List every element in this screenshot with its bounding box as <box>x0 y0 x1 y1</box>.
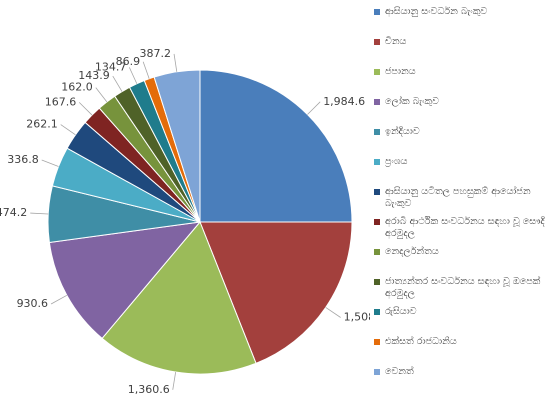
legend-swatch <box>374 189 380 195</box>
legend-swatch <box>374 69 380 75</box>
data-label: 474.2 <box>0 206 27 219</box>
data-label: 1,360.6 <box>128 383 170 396</box>
legend-swatch <box>374 309 380 315</box>
legend-swatch <box>374 99 380 105</box>
legend-swatch <box>374 159 380 165</box>
legend-label: වෙනත් <box>385 366 414 377</box>
data-label: 143.9 <box>78 69 110 82</box>
data-label: 336.8 <box>7 153 39 166</box>
legend-label: ඉන්දියාව <box>385 126 420 137</box>
legend-swatch <box>374 339 380 345</box>
legend-label: ආසියානු සංවර්ධන බැංකුව <box>385 6 488 17</box>
legend-item: ජපානය <box>374 66 554 96</box>
legend-swatch <box>374 129 380 135</box>
legend-label: රුසියාව <box>385 306 417 317</box>
legend-label: එක්සත් රාජධානිය <box>385 336 457 347</box>
data-label: 387.2 <box>140 47 172 60</box>
legend-label: ජාත්‍යන්තර සංවර්ධනය සඳහා වූ ඔපෙක් අරමුදල <box>385 276 541 299</box>
chart: 1,984.6 1,508.1 1,360.6 930.6 474.2 336.8 262.… <box>0 47 370 396</box>
data-label: 930.6 <box>17 297 49 310</box>
pie-slice <box>199 69 353 223</box>
legend-item: ලෝක බැංකුව <box>374 96 554 126</box>
legend-swatch <box>374 39 380 45</box>
legend-label: ආසියානු යටිතල පහසුකම් ආයෝජන බැංකුව <box>385 186 531 209</box>
data-label: 134.7 <box>95 60 127 73</box>
leader-line <box>172 371 177 390</box>
legend-item: නෙදර්ලන්තය <box>374 246 554 276</box>
data-label: 1,508.1 <box>344 311 370 324</box>
legend-item: ප්‍රංශය <box>374 156 554 186</box>
legend: ආසියානු සංවර්ධන බැංකුව චීනය ජපානය ලෝක බැංකු… <box>374 6 554 396</box>
legend-label: ජපානය <box>385 66 416 77</box>
data-label: 167.6 <box>45 95 77 108</box>
leader-line <box>173 53 178 72</box>
legend-item: ජාත්‍යන්තර සංවර්ධනය සඳහා වූ ඔපෙක් අරමුදල <box>374 276 554 306</box>
data-label: 162.0 <box>61 81 93 94</box>
legend-item: එක්සත් රාජධානිය <box>374 336 554 366</box>
legend-swatch <box>374 369 380 375</box>
legend-label: චීනය <box>385 36 407 47</box>
legend-swatch <box>374 219 380 225</box>
leader-line <box>307 101 321 115</box>
leader-line <box>325 307 341 318</box>
pie-slice <box>101 221 257 375</box>
leader-line <box>50 294 68 305</box>
leader-line <box>142 61 150 79</box>
legend-swatch <box>374 249 380 255</box>
legend-item: රුසියාව <box>374 306 554 336</box>
pie-slice <box>48 221 202 340</box>
leader-line <box>41 159 59 167</box>
leader-line <box>95 87 108 103</box>
data-label: 262.1 <box>26 118 58 131</box>
legend-label: ප්‍රංශය <box>385 156 408 167</box>
leader-line <box>78 102 93 116</box>
legend-item: ඉන්දියාව <box>374 126 554 156</box>
leader-line <box>128 67 138 84</box>
leader-line <box>60 124 76 136</box>
pie-slice <box>153 69 201 223</box>
data-label: 86.9 <box>116 55 141 68</box>
legend-swatch <box>374 9 380 15</box>
leader-line <box>30 212 49 215</box>
legend-label: අරාබි ආර්ථික සංවර්ධනය සඳහා වූ සෞදි අරමුද… <box>385 216 545 239</box>
legend-item: චීනය <box>374 36 554 66</box>
legend-item: ආසියානු සංවර්ධන බැංකුව <box>374 6 554 36</box>
data-label: 1,984.6 <box>323 95 365 108</box>
leader-line <box>112 75 123 92</box>
legend-item: වෙනත් <box>374 366 554 396</box>
legend-item: අරාබි ආර්ථික සංවර්ධනය සඳහා වූ සෞදි අරමුද… <box>374 216 554 246</box>
legend-swatch <box>374 279 380 285</box>
legend-label: ලෝක බැංකුව <box>385 96 439 107</box>
legend-item: ආසියානු යටිතල පහසුකම් ආයෝජන බැංකුව <box>374 186 554 216</box>
legend-label: නෙදර්ලන්තය <box>385 246 439 257</box>
